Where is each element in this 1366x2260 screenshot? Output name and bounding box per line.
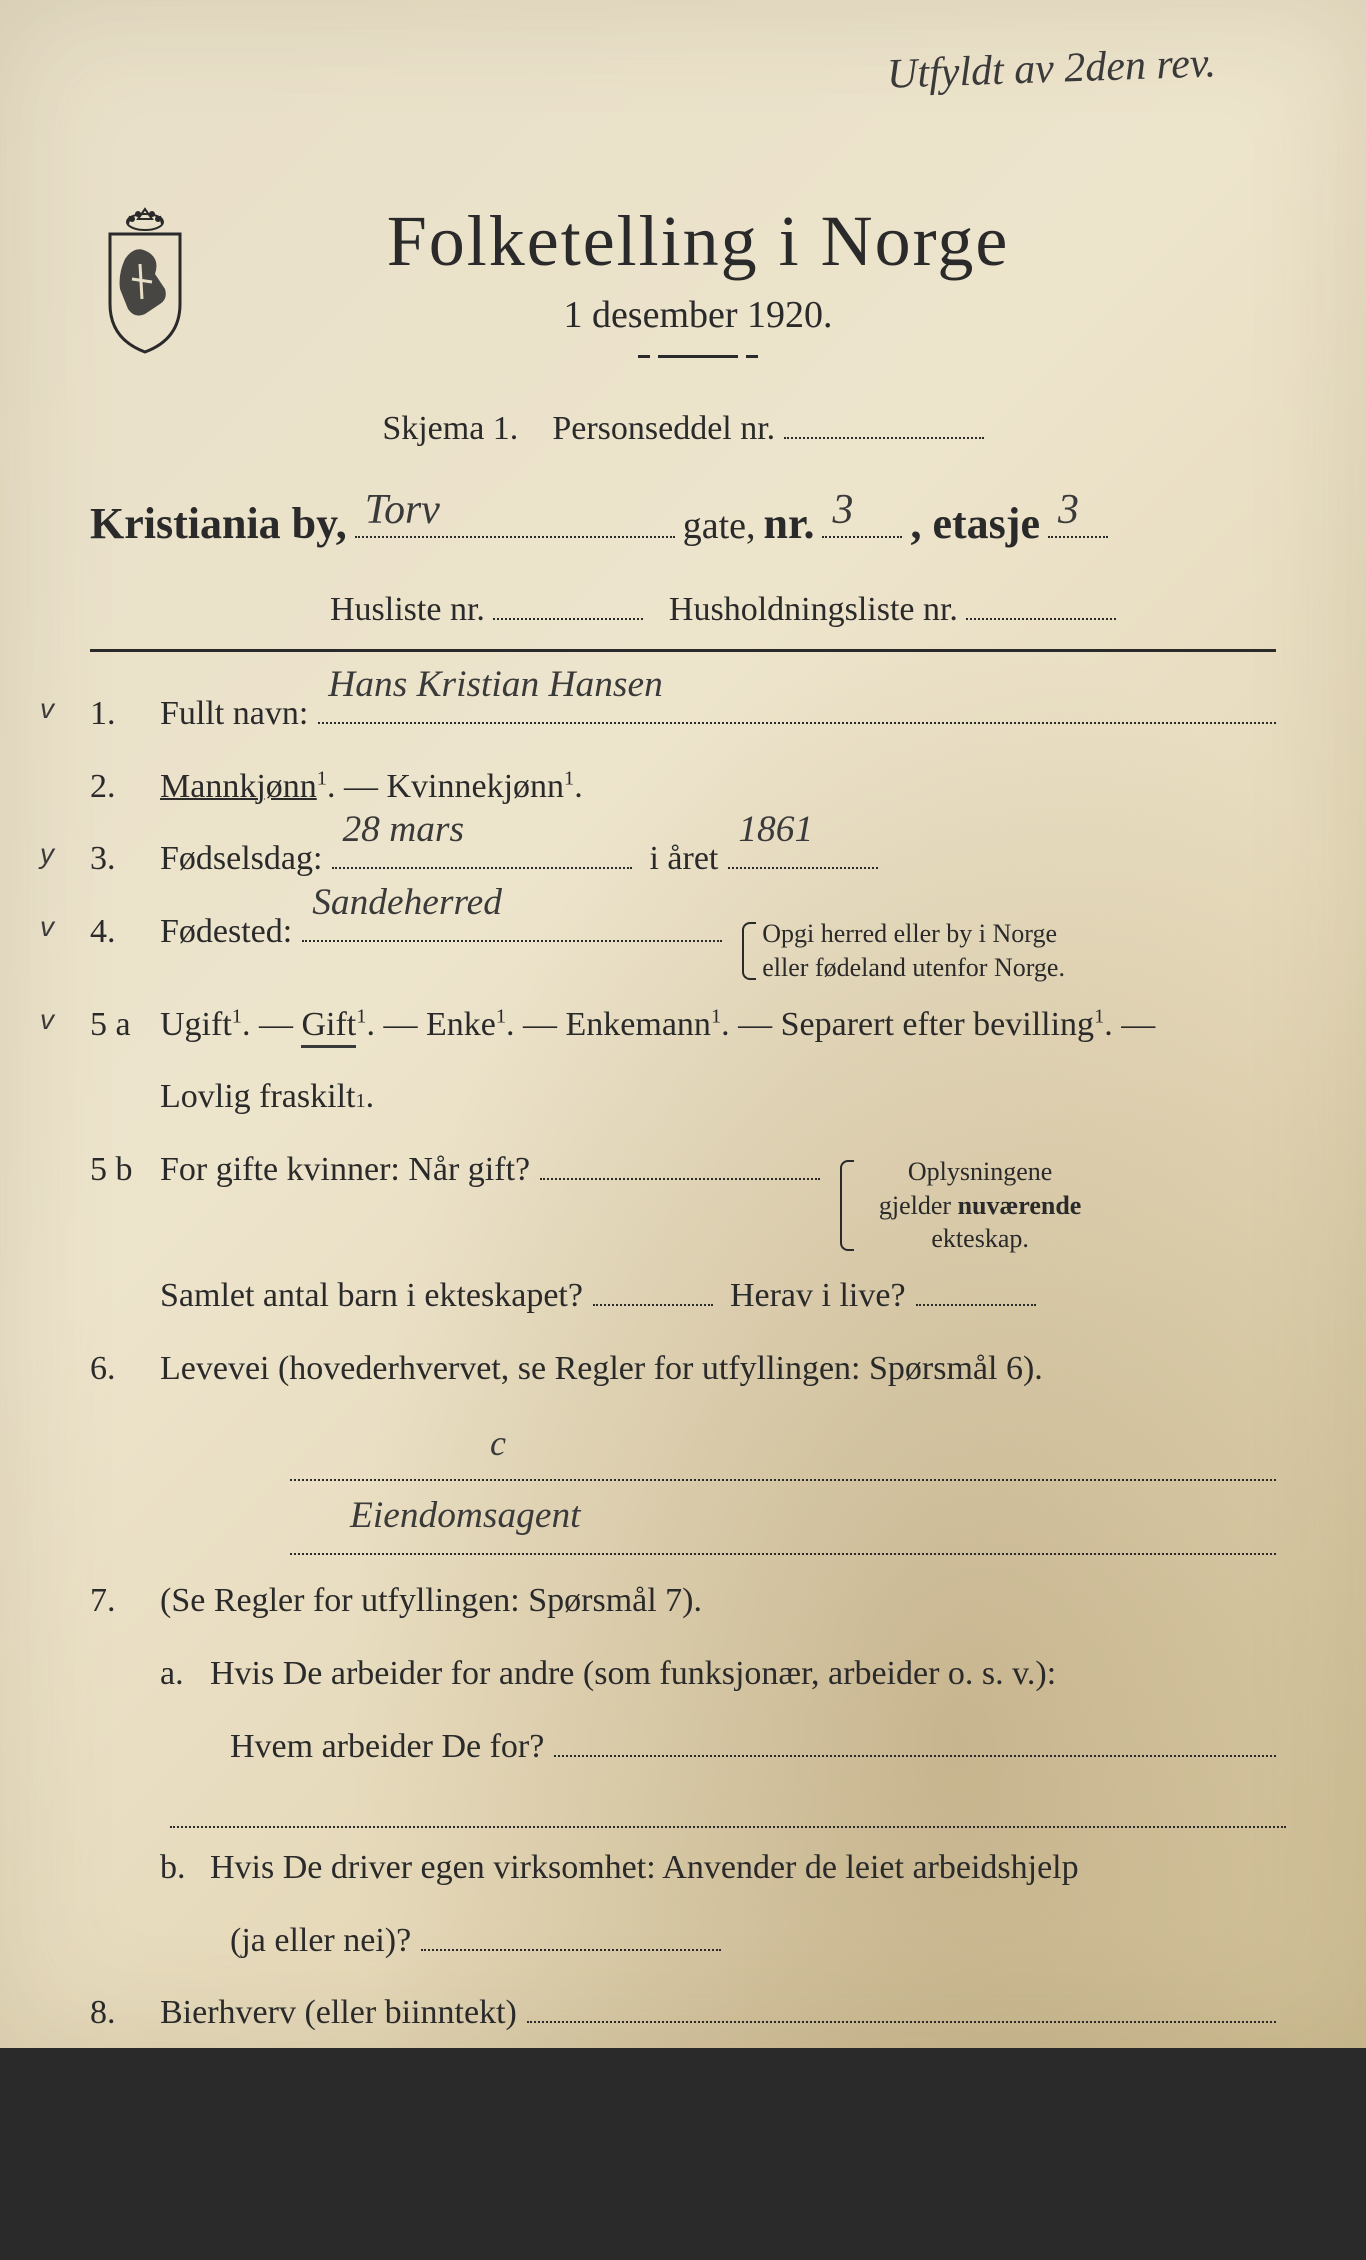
schema-label: Skjema 1. [382, 410, 518, 447]
city-line: Kristiania by, Torv gate, nr. 3 , etasje… [90, 493, 1276, 550]
q5b-label-a: For gifte kvinner: Når gift? [160, 1138, 530, 1203]
q7a-row: a. Hvis De arbeider for andre (som funks… [90, 1642, 1276, 1707]
q7b-label: b. [160, 1836, 210, 1901]
q7a-label: a. [160, 1642, 210, 1707]
q7b-row2: (ja eller nei)? [90, 1909, 1276, 1974]
q5b-label-c: Herav i live? [730, 1264, 906, 1329]
q5b-field-a [540, 1139, 820, 1180]
printer-mark: E.SEM'S TRYKKERI • FREDRIKSHALD • [1132, 2219, 1276, 2258]
census-form-page: Utfyldt av 2den rev. Folketelling i Norg… [0, 0, 1366, 2048]
husholdning-field [966, 579, 1116, 620]
header: Folketelling i Norge 1 desember 1920. [90, 200, 1276, 358]
q5a-row: v 5 a Ugift1. — Gift1. — Enke1. — Enkema… [90, 993, 1276, 1058]
q1-label: Fullt navn: [160, 682, 308, 747]
husliste-label: Husliste nr. [330, 591, 485, 628]
q3-year-field: 1861 [728, 829, 878, 870]
q7b-row: b. Hvis De driver egen virksomhet: Anven… [90, 1836, 1276, 1901]
etasje-label: , etasje [910, 498, 1040, 549]
q4-mark: v [40, 900, 54, 953]
footnote: 1 Her kan svares ved tydelig understrekn… [90, 2216, 1276, 2260]
q6-label: Levevei (hovederhvervet, se Regler for u… [160, 1337, 1043, 1402]
footer-note: Har man ingen biinntekt av nogen betydni… [90, 2131, 1276, 2179]
schema-line: Skjema 1. Personseddel nr. [90, 398, 1276, 448]
gate-field: Torv [355, 493, 675, 539]
q4-row: v 4. Fødested: Sandeherred Opgi herred e… [90, 900, 1276, 985]
q2-row: 2. Mannkjønn1. — Kvinnekjønn1. [90, 755, 1276, 820]
title-divider [658, 355, 738, 358]
title-block: Folketelling i Norge 1 desember 1920. [230, 200, 1276, 358]
gate-label: gate, [683, 504, 756, 548]
q1-field: Hans Kristian Hansen [318, 683, 1276, 724]
q5b-field-b [593, 1265, 713, 1306]
nr-label: nr. [764, 498, 815, 549]
q3-num: 3. [90, 827, 160, 892]
etasje-field: 3 [1048, 493, 1108, 539]
q4-num: 4. [90, 900, 160, 965]
city-prefix: Kristiania by, [90, 498, 347, 549]
q7b-field [421, 1910, 721, 1951]
q3-year-label: i året [649, 827, 718, 892]
q8-field [527, 1982, 1276, 2023]
q5b-field-c [916, 1265, 1036, 1306]
q5b-note: Oplysningene gjelder nuværende ekteskap. [840, 1155, 1100, 1256]
husliste-line: Husliste nr. Husholdningsliste nr. [90, 579, 1276, 629]
q5a-mark: v [40, 993, 54, 1046]
q5a-opts: Ugift1. — Gift1. — Enke1. — Enkemann1. —… [160, 993, 1155, 1058]
main-rule [90, 649, 1276, 652]
q3-mark: y [40, 827, 54, 880]
q7a-field2 [170, 1787, 1286, 1828]
q5a-row2: Lovlig fraskilt1. [90, 1065, 1276, 1130]
q5b-row2: Samlet antal barn i ekteskapet? Herav i … [90, 1264, 1276, 1329]
q5b-label-b: Samlet antal barn i ekteskapet? [160, 1264, 583, 1329]
footnote-rule [90, 2204, 290, 2206]
q2-num: 2. [90, 755, 160, 820]
q8-field2 [170, 2054, 1286, 2095]
q3-label: Fødselsdag: [160, 827, 322, 892]
q1-num: 1. [90, 682, 160, 747]
q6-fill: v c Eiendomsagent [90, 1421, 1276, 1555]
q6-row: 6. Levevei (hovederhvervet, se Regler fo… [90, 1337, 1276, 1402]
personseddel-label: Personseddel nr. [552, 410, 775, 447]
q3-day-field: 28 mars [332, 829, 632, 870]
personseddel-field [784, 398, 984, 439]
q1-mark: v [40, 682, 54, 735]
q4-label: Fødested: [160, 900, 292, 965]
q5a-num: 5 a [90, 993, 160, 1058]
q7-label: (Se Regler for utfyllingen: Spørsmål 7). [160, 1569, 702, 1634]
q4-note: Opgi herred eller by i Norge eller fødel… [742, 917, 1082, 985]
footnote-num: 1 [90, 2224, 97, 2239]
q6-field2: Eiendomsagent [290, 1495, 1276, 1555]
q8-label: Bierhverv (eller biinntekt) [160, 1981, 517, 2046]
nr-field: 3 [822, 493, 902, 539]
top-handwritten-note: Utfyldt av 2den rev. [886, 39, 1216, 98]
subtitle: 1 desember 1920. [230, 293, 1166, 337]
q5b-row: 5 b For gifte kvinner: Når gift? Oplysni… [90, 1138, 1276, 1256]
q7a-field [554, 1716, 1276, 1757]
q7-row: 7. (Se Regler for utfyllingen: Spørsmål … [90, 1569, 1276, 1634]
husliste-field [493, 579, 643, 620]
q3-row: y 3. Fødselsdag: 28 mars i året 1861 [90, 827, 1276, 892]
q4-field: Sandeherred [302, 901, 722, 942]
q1-row: v 1. Fullt navn: Hans Kristian Hansen [90, 682, 1276, 747]
q7a-text2: Hvem arbeider De for? [230, 1715, 544, 1780]
q7b-text1: Hvis De driver egen virksomhet: Anvender… [210, 1836, 1079, 1901]
coat-of-arms-icon [90, 204, 200, 354]
q7a-row2: Hvem arbeider De for? [90, 1715, 1276, 1780]
q5b-num: 5 b [90, 1138, 160, 1203]
main-title: Folketelling i Norge [230, 200, 1166, 283]
q7a-text1: Hvis De arbeider for andre (som funksjon… [210, 1642, 1056, 1707]
husholdning-label: Husholdningsliste nr. [669, 591, 958, 628]
q7a-row3 [90, 1787, 1276, 1828]
q6-num: 6. [90, 1337, 160, 1402]
q7-num: 7. [90, 1569, 160, 1634]
footer-rule [90, 2114, 1276, 2116]
q7b-text2: (ja eller nei)? [230, 1909, 411, 1974]
q8-row: 8. Bierhverv (eller biinntekt) [90, 1981, 1276, 2046]
q6-field1: c [290, 1421, 1276, 1481]
q8-row2 [90, 2054, 1276, 2095]
q8-num: 8. [90, 1981, 160, 2046]
form-body: v 1. Fullt navn: Hans Kristian Hansen 2.… [90, 682, 1276, 2259]
